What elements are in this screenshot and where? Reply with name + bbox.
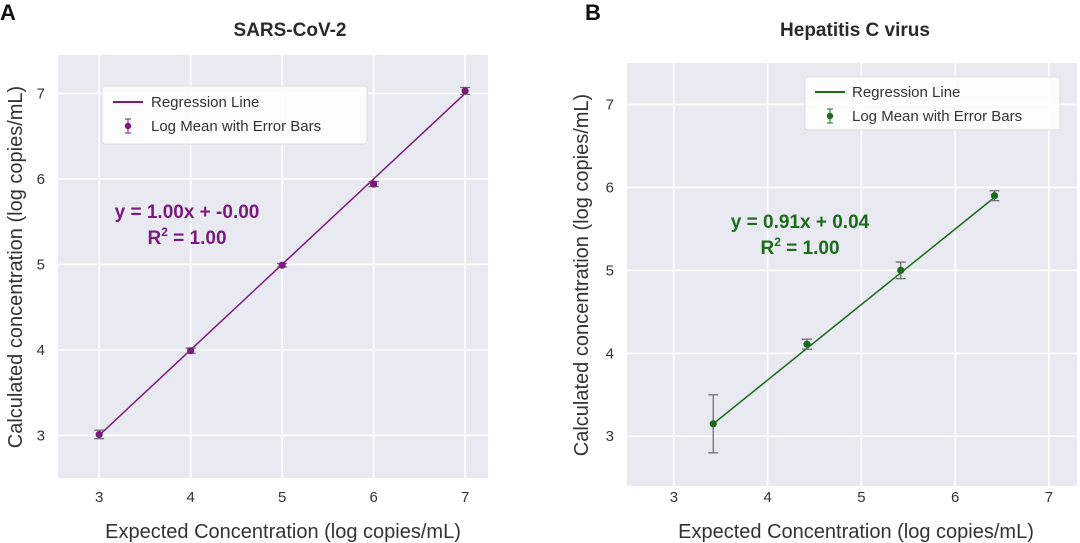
- y-tick-label-b: 7: [606, 96, 614, 113]
- legend-entry-regression-b: Regression Line: [852, 84, 960, 101]
- data-point-b: [709, 420, 717, 428]
- x-ticks-a: 3 4 5 6 7: [95, 489, 469, 506]
- r-squared-a: R2 = 1.00: [147, 225, 226, 249]
- x-ticks-b: 3 4 5 6 7: [670, 489, 1053, 506]
- panel-b: B Hepatitis C virus 3 4 5 6 7 3 4 5 6 7 Expected…: [571, 0, 1077, 543]
- x-tick-label-b: 5: [857, 489, 865, 506]
- y-tick-label-a: 6: [37, 171, 45, 188]
- regression-line-b: [712, 196, 995, 425]
- regression-equation-a: y = 1.00x + -0.00: [115, 202, 260, 223]
- x-tick-label-b: 7: [1045, 489, 1053, 506]
- x-tick-label-a: 7: [461, 489, 469, 506]
- legend-entry-regression-a: Regression Line: [151, 94, 259, 111]
- y-axis-label-a: Calculated concentration (log copies/mL): [5, 86, 27, 448]
- y-axis-label-b: Calculated concentration (log copies/mL): [571, 94, 593, 456]
- y-tick-label-a: 4: [37, 342, 45, 359]
- plot-area-b: [627, 63, 1077, 486]
- x-tick-label-b: 3: [670, 489, 678, 506]
- x-axis-label-a: Expected Concentration (log copies/mL): [105, 521, 461, 543]
- y-tick-label-b: 6: [606, 179, 614, 196]
- data-point-b: [803, 340, 811, 348]
- data-point-b: [897, 266, 905, 274]
- x-tick-label-a: 6: [369, 489, 377, 506]
- legend-box-b: [804, 76, 1061, 131]
- y-ticks-a: 3 4 5 6 7: [37, 85, 45, 444]
- y-ticks-b: 3 4 5 6 7: [606, 96, 614, 445]
- y-tick-label-b: 4: [606, 345, 614, 362]
- x-tick-label-a: 5: [278, 489, 286, 506]
- y-tick-label-b: 5: [606, 262, 614, 279]
- x-tick-label-a: 4: [186, 489, 194, 506]
- legend-b: Regression Line Log Mean with Error Bars: [804, 76, 1061, 131]
- panel-a: A SARS-CoV-2 3 4 5 6 7 3 4 5 6 7 Expected Concen…: [0, 0, 488, 543]
- x-tick-label-b: 4: [763, 489, 771, 506]
- legend-entry-errorbars-a: Log Mean with Error Bars: [151, 118, 321, 135]
- legend-errorbar-swatch-a: [124, 118, 132, 134]
- x-tick-label-a: 3: [95, 489, 103, 506]
- data-point-a: [187, 347, 195, 355]
- marks-b: [708, 190, 1000, 454]
- grid-b: [627, 63, 1077, 486]
- data-point-a: [370, 180, 378, 188]
- data-point-b: [990, 192, 999, 200]
- data-point-a: [95, 430, 103, 439]
- r-squared-b: R2 = 1.00: [760, 235, 839, 259]
- chart-title-a: SARS-CoV-2: [234, 20, 347, 41]
- legend-entry-errorbars-b: Log Mean with Error Bars: [852, 108, 1022, 125]
- y-tick-label-a: 7: [37, 85, 45, 102]
- y-tick-label-b: 3: [606, 428, 614, 445]
- y-tick-label-a: 3: [37, 427, 45, 444]
- legend-errorbar-swatch-b: [826, 108, 834, 124]
- legend-a: Regression Line Log Mean with Error Bars: [101, 85, 368, 145]
- chart-title-b: Hepatitis C virus: [780, 20, 930, 41]
- x-tick-label-b: 6: [951, 489, 959, 506]
- data-point-a: [278, 261, 286, 269]
- y-tick-label-a: 5: [37, 256, 45, 273]
- marks-a: [94, 86, 471, 440]
- legend-box-a: [101, 85, 368, 145]
- panel-label-a: A: [0, 0, 16, 25]
- panel-label-b: B: [585, 0, 601, 25]
- regression-equation-b: y = 0.91x + 0.04: [731, 212, 870, 233]
- data-point-a: [461, 87, 469, 95]
- x-axis-label-b: Expected Concentration (log copies/mL): [678, 521, 1034, 543]
